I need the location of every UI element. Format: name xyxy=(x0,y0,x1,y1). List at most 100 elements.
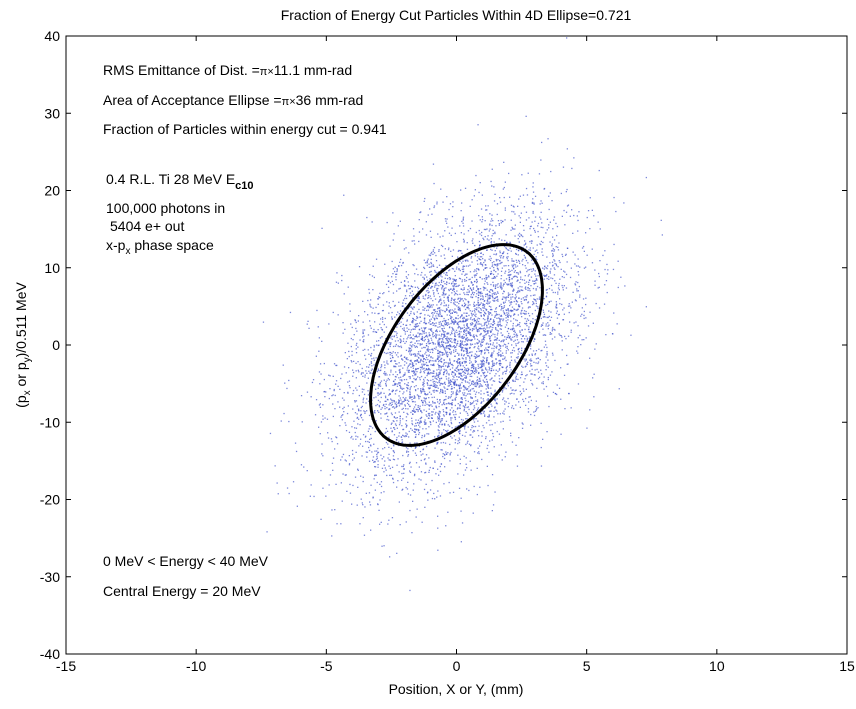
scatter-point xyxy=(417,274,419,276)
scatter-point xyxy=(448,270,450,272)
scatter-point xyxy=(440,377,443,379)
scatter-point xyxy=(425,359,427,361)
scatter-point xyxy=(337,401,339,403)
scatter-point xyxy=(491,365,493,368)
scatter-point xyxy=(464,425,467,427)
scatter-point xyxy=(546,267,548,270)
scatter-point xyxy=(437,363,439,365)
scatter-point xyxy=(423,409,425,411)
scatter-point xyxy=(502,307,504,310)
scatter-point xyxy=(505,346,507,348)
scatter-point xyxy=(422,228,424,230)
scatter-point xyxy=(448,288,450,291)
scatter-point xyxy=(510,435,512,437)
scatter-point xyxy=(419,371,421,374)
scatter-point xyxy=(425,428,427,430)
scatter-point xyxy=(357,423,359,425)
scatter-point xyxy=(341,279,343,282)
scatter-point xyxy=(428,414,430,416)
scatter-point xyxy=(389,393,391,395)
scatter-point xyxy=(472,402,474,404)
scatter-point xyxy=(434,283,437,285)
scatter-point xyxy=(376,392,379,394)
scatter-point xyxy=(459,463,461,465)
scatter-point xyxy=(374,489,376,491)
scatter-point xyxy=(518,341,520,343)
scatter-point xyxy=(425,361,428,364)
scatter-point xyxy=(443,334,445,337)
scatter-point xyxy=(352,392,354,395)
scatter-point xyxy=(493,362,495,364)
scatter-point xyxy=(445,411,447,413)
scatter-point xyxy=(414,286,416,288)
scatter-point xyxy=(449,443,451,446)
scatter-point xyxy=(498,351,500,354)
scatter-point xyxy=(477,408,479,410)
scatter-point xyxy=(450,301,452,304)
scatter-point xyxy=(479,276,481,278)
scatter-point xyxy=(461,262,463,264)
scatter-point xyxy=(476,330,478,332)
scatter-point xyxy=(525,335,527,337)
scatter-point xyxy=(455,285,457,288)
scatter-point xyxy=(352,369,354,371)
scatter-point xyxy=(439,465,441,468)
scatter-point xyxy=(418,445,421,447)
scatter-point xyxy=(524,265,526,267)
scatter-point xyxy=(385,381,387,383)
scatter-point xyxy=(489,372,491,375)
scatter-point xyxy=(423,364,425,366)
scatter-point xyxy=(462,370,465,373)
scatter-point xyxy=(437,387,439,389)
scatter-point xyxy=(409,389,411,391)
scatter-point xyxy=(494,339,496,341)
scatter-point xyxy=(380,481,383,483)
scatter-point xyxy=(484,260,486,262)
scatter-point xyxy=(478,392,480,394)
scatter-point xyxy=(483,283,486,285)
scatter-point xyxy=(607,269,609,271)
scatter-point xyxy=(339,388,341,390)
scatter-point xyxy=(437,527,439,529)
scatter-point xyxy=(348,380,351,382)
scatter-point xyxy=(564,224,566,226)
scatter-point xyxy=(461,279,464,281)
scatter-point xyxy=(578,285,580,288)
scatter-point xyxy=(308,327,310,329)
scatter-point xyxy=(303,466,305,468)
scatter-point xyxy=(449,412,451,414)
scatter-point xyxy=(476,285,478,287)
scatter-point xyxy=(392,212,394,214)
scatter-point xyxy=(534,374,536,376)
scatter-point xyxy=(547,359,549,361)
scatter-point xyxy=(396,269,398,271)
scatter-point xyxy=(445,369,448,371)
scatter-point xyxy=(537,361,540,363)
scatter-point xyxy=(484,304,486,306)
scatter-point xyxy=(447,248,450,251)
scatter-point xyxy=(491,314,493,316)
scatter-point xyxy=(436,290,438,292)
scatter-point xyxy=(562,309,564,311)
scatter-point xyxy=(461,421,463,423)
scatter-point xyxy=(429,421,432,424)
scatter-point xyxy=(483,361,485,363)
scatter-point xyxy=(581,313,583,315)
scatter-point xyxy=(432,253,434,255)
scatter-point xyxy=(463,329,466,331)
scatter-point xyxy=(511,258,513,260)
scatter-point xyxy=(564,408,566,410)
scatter-point xyxy=(502,298,504,300)
scatter-point xyxy=(420,320,422,322)
scatter-point xyxy=(416,355,418,357)
scatter-point xyxy=(490,403,492,405)
scatter-point xyxy=(361,405,363,408)
scatter-point xyxy=(521,371,523,373)
scatter-point xyxy=(457,440,459,442)
scatter-point xyxy=(420,338,422,340)
scatter-point xyxy=(421,436,423,439)
scatter-point xyxy=(414,280,416,282)
scatter-point xyxy=(413,319,415,321)
scatter-point xyxy=(466,293,468,296)
